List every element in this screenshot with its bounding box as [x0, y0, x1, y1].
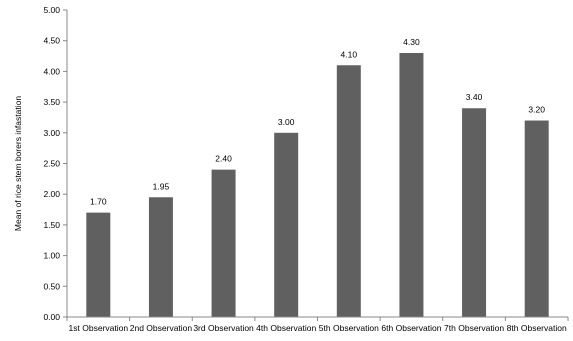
y-tick-label: 3.50 — [43, 97, 60, 107]
data-label: 3.40 — [466, 92, 483, 102]
bar — [211, 169, 236, 317]
data-label: 3.20 — [528, 105, 545, 115]
data-label: 4.10 — [341, 49, 358, 59]
category-label: 5th Observation — [319, 323, 379, 333]
category-label: 3rd Observation — [193, 323, 254, 333]
y-tick-label: 0.00 — [43, 312, 60, 322]
data-label: 4.30 — [403, 37, 420, 47]
category-label: 8th Observation — [507, 323, 567, 333]
y-tick-label: 5.00 — [43, 5, 60, 15]
bar — [148, 197, 173, 317]
y-tick-label: 4.50 — [43, 36, 60, 46]
bar — [86, 212, 111, 317]
bar — [524, 120, 549, 318]
category-label: 1st Observation — [69, 323, 129, 333]
category-label: 7th Observation — [444, 323, 504, 333]
category-label: 4th Observation — [256, 323, 316, 333]
data-label: 1.95 — [153, 181, 170, 191]
category-label: 6th Observation — [381, 323, 441, 333]
category-labels: 1st Observation 2nd Observation 3rd Observ… — [69, 323, 567, 333]
y-tick-label: 2.50 — [43, 159, 60, 169]
category-label: 2nd Observation — [130, 323, 193, 333]
bar — [462, 108, 487, 318]
y-tick-label: 1.00 — [43, 251, 60, 261]
data-label: 3.00 — [278, 117, 295, 127]
bar — [336, 65, 361, 317]
data-label: 2.40 — [215, 154, 232, 164]
y-axis-title: Mean of rice stem borers infastation — [13, 96, 23, 231]
y-tick-label: 2.00 — [43, 189, 60, 199]
y-axis-ticks: 0.00 0.50 1.00 1.50 2.00 2.50 3.00 3.50 4.00 4.50… — [43, 5, 569, 322]
bars — [86, 52, 549, 318]
bar — [274, 132, 299, 317]
y-tick-label: 0.50 — [43, 281, 60, 291]
data-label: 1.70 — [90, 197, 107, 207]
y-tick-label: 4.00 — [43, 66, 60, 76]
bar — [399, 52, 424, 317]
data-labels: 1.70 1.95 2.40 3.00 4.10 4.30 3.40 3.20 — [90, 37, 545, 207]
y-tick-label: 1.50 — [43, 220, 60, 230]
y-tick-label: 3.00 — [43, 128, 60, 138]
